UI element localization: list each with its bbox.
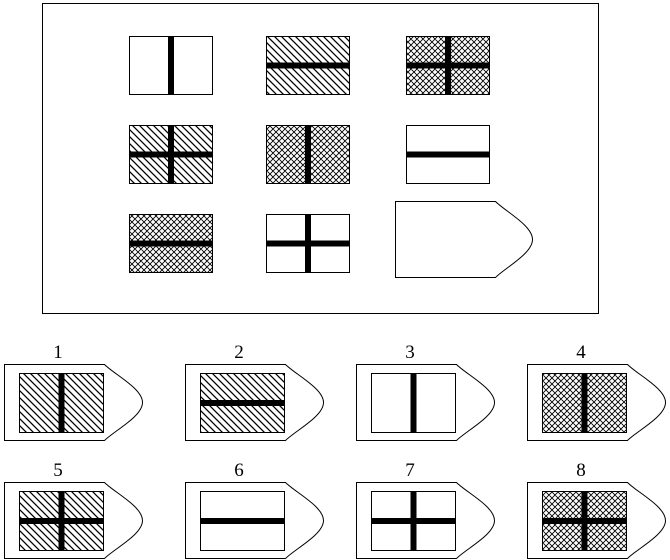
horizontal-bar (19, 518, 104, 524)
option-number: 4 (576, 342, 586, 363)
matrix-cell-2 (266, 36, 350, 95)
answer-option-7[interactable]: 7 (356, 460, 496, 559)
answer-option-6[interactable]: 6 (185, 460, 325, 559)
answer-option-4[interactable]: 4 (527, 342, 667, 441)
option-number: 3 (405, 342, 415, 363)
matrix-cell-6 (406, 125, 490, 184)
vertical-bar (305, 125, 311, 184)
horizontal-bar (542, 518, 627, 524)
option-number: 5 (53, 460, 63, 481)
matrix-cell-3 (406, 36, 490, 95)
option-number: 7 (405, 460, 415, 481)
option-number: 1 (53, 342, 63, 363)
option-number: 8 (576, 460, 586, 481)
horizontal-bar (406, 151, 490, 158)
horizontal-bar (371, 518, 456, 524)
matrix-cell-4 (129, 125, 213, 184)
option-figure-1 (19, 373, 104, 433)
answer-option-2[interactable]: 2 (185, 342, 325, 441)
matrix-cell-5 (266, 125, 350, 184)
option-number: 6 (234, 460, 244, 481)
answer-option-3[interactable]: 3 (356, 342, 496, 441)
option-figure-5 (19, 491, 104, 551)
vertical-bar (58, 373, 65, 433)
horizontal-bar (129, 240, 213, 247)
option-figure-3 (371, 373, 456, 433)
option-figure-6 (200, 491, 285, 551)
matrix-frame (42, 3, 599, 314)
horizontal-bar (266, 62, 350, 69)
horizontal-bar (200, 400, 285, 406)
matrix-cell-1 (129, 36, 213, 95)
answer-option-1[interactable]: 1 (4, 342, 144, 441)
option-figure-4 (542, 373, 627, 433)
horizontal-bar (406, 62, 490, 69)
answer-option-8[interactable]: 8 (527, 460, 667, 559)
missing-answer-slot (395, 201, 534, 278)
option-figure-7 (371, 491, 456, 551)
option-figure-8 (542, 491, 627, 551)
vertical-bar (581, 373, 588, 433)
vertical-bar (168, 36, 174, 95)
vertical-bar (410, 373, 417, 433)
matrix-cell-7 (129, 214, 213, 273)
option-number: 2 (234, 342, 244, 363)
horizontal-bar (129, 151, 213, 158)
matrix-cell-8 (266, 214, 350, 273)
horizontal-bar (200, 518, 285, 524)
matrix-grid (129, 36, 534, 278)
answer-option-5[interactable]: 5 (4, 460, 144, 559)
horizontal-bar (266, 240, 350, 247)
answer-options: 1 2 3 4 5 6 7 8 (4, 342, 667, 559)
option-figure-2 (200, 373, 285, 433)
